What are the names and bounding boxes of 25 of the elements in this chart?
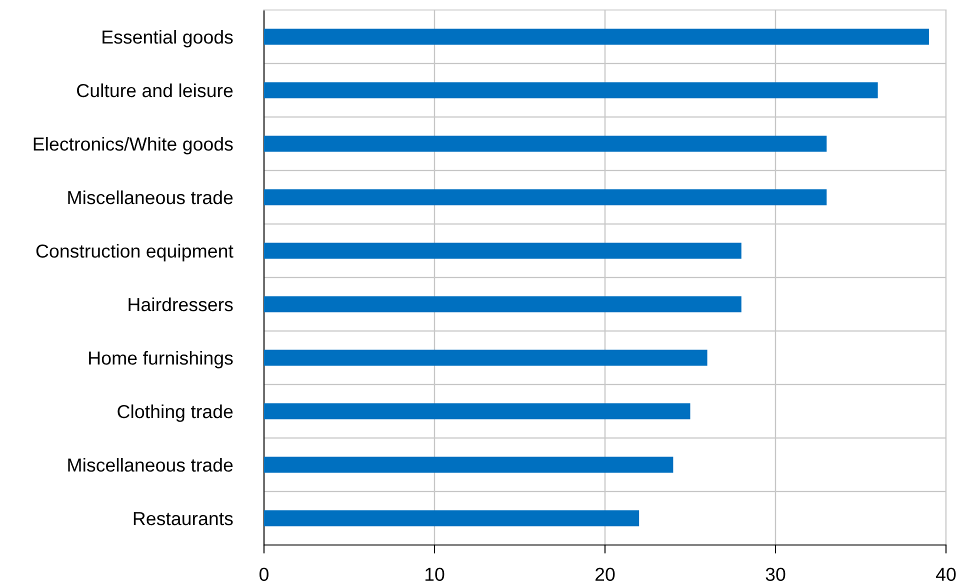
bar [264, 456, 674, 473]
bar [264, 189, 827, 206]
x-tick-label: 30 [766, 568, 786, 581]
y-tick-label: Electronics/White goods [34, 136, 233, 154]
y-tick-label: Clothing trade [118, 404, 233, 422]
bar [264, 242, 742, 259]
bar [264, 403, 690, 420]
bar [264, 350, 708, 366]
y-tick-label: Culture and leisure [77, 83, 233, 98]
y-tick-label: Restaurants [134, 512, 233, 526]
y-tick-label: Miscellaneous trade [68, 190, 233, 204]
y-tick-label: Essential goods [102, 30, 233, 48]
bar [264, 28, 929, 45]
y-tick-label: Home furnishings [89, 350, 233, 368]
y-tick-label: Construction equipment [36, 244, 234, 262]
bar [264, 296, 742, 312]
x-tick-label: 0 [260, 568, 268, 581]
y-tick-label: Miscellaneous trade [68, 458, 233, 472]
bar [264, 82, 878, 98]
bar [264, 136, 827, 152]
x-tick-label: 10 [426, 568, 444, 581]
bar [264, 510, 640, 526]
x-tick-label: 40 [936, 568, 956, 581]
x-tick-label: 20 [596, 568, 615, 581]
y-tick-label: Hairdressers [128, 297, 233, 312]
